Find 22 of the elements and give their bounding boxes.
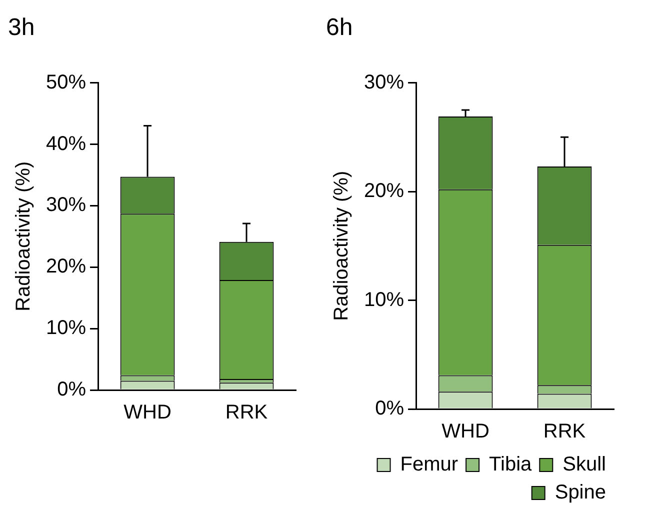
y-axis-title: Radioactivity (%): [12, 161, 35, 312]
x-tick-label: RRK: [543, 420, 586, 443]
chart-title: 3h: [8, 14, 35, 42]
y-tick-label: 30%: [364, 71, 404, 94]
y-tick-label: 40%: [46, 132, 86, 155]
x-tick-label: WHD: [124, 402, 172, 424]
y-tick-label: 30%: [46, 194, 86, 216]
y-tick-label: 0%: [57, 378, 86, 401]
legend-label: Spine: [554, 482, 606, 504]
legend-label: Femur: [400, 454, 458, 476]
legend-label: Skull: [562, 454, 606, 476]
y-axis-title: Radioactivity (%): [330, 170, 353, 321]
y-tick-label: 20%: [364, 180, 404, 202]
x-tick-label: RRK: [225, 402, 268, 424]
y-tick-label: 50%: [46, 71, 86, 94]
y-tick-label: 0%: [375, 398, 404, 420]
legend-label: Tibia: [489, 454, 533, 476]
x-tick-label: WHD: [442, 420, 490, 443]
y-tick-label: 10%: [364, 288, 404, 311]
y-tick-label: 20%: [46, 256, 86, 278]
y-tick-label: 10%: [46, 317, 86, 340]
chart-title: 6h: [326, 14, 353, 42]
